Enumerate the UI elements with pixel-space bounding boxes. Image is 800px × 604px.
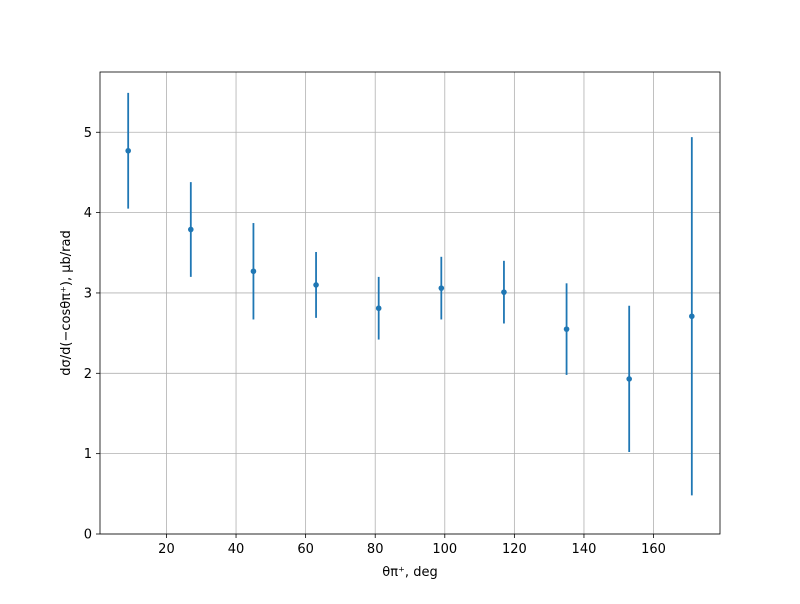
x-tick-label: 100 xyxy=(432,542,457,557)
x-tick-label: 160 xyxy=(641,542,666,557)
x-tick-label: 60 xyxy=(297,542,314,557)
x-tick-label: 140 xyxy=(572,542,597,557)
data-point xyxy=(313,282,319,288)
data-point xyxy=(188,226,194,233)
y-tick-label: 5 xyxy=(84,126,92,141)
x-tick-label: 120 xyxy=(502,542,527,557)
data-point xyxy=(375,305,382,312)
y-axis-label: dσ/d(−cosθπ⁺), μb/rad xyxy=(59,230,74,375)
y-tick-label: 3 xyxy=(84,286,92,301)
data-point xyxy=(250,268,257,275)
y-tick-label: 1 xyxy=(84,447,92,462)
x-tick-label: 20 xyxy=(158,542,175,557)
x-axis-label: θπ⁺, deg xyxy=(382,565,437,580)
plot-frame xyxy=(99,71,721,535)
data-point xyxy=(689,313,695,320)
data-point xyxy=(626,376,632,382)
data-point xyxy=(438,285,445,291)
x-tick-label: 40 xyxy=(228,542,245,557)
y-tick-label: 4 xyxy=(84,206,92,221)
data-point xyxy=(563,326,570,332)
y-tick-label: 2 xyxy=(84,367,92,382)
data-point xyxy=(125,147,131,154)
y-tick-label: 0 xyxy=(84,528,92,543)
x-tick-label: 80 xyxy=(367,542,384,557)
data-point xyxy=(501,289,507,295)
